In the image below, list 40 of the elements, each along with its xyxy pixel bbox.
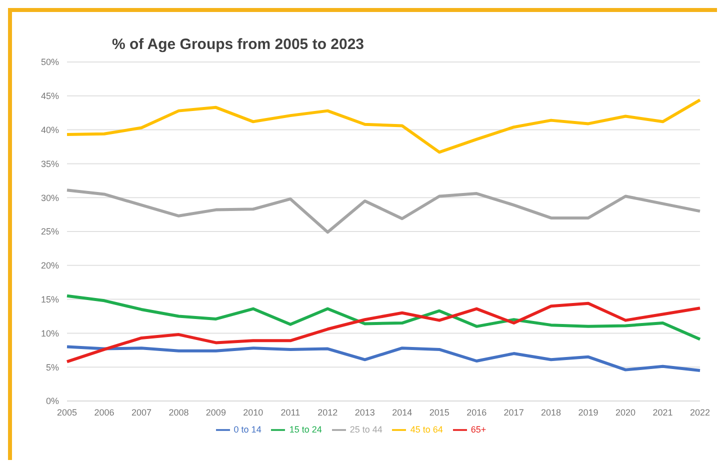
legend-label: 25 to 44	[350, 424, 382, 434]
x-tick-label: 2012	[318, 407, 338, 418]
x-tick-label: 2013	[354, 407, 375, 418]
line-series	[66, 294, 702, 341]
x-tick-label: 2016	[466, 407, 487, 418]
x-tick-label: 2010	[243, 407, 264, 418]
x-tick-label: 2014	[392, 407, 412, 418]
legend-label: 15 to 24	[289, 424, 322, 434]
x-tick-label: 2022	[690, 407, 710, 418]
x-tick-label: 2019	[578, 407, 598, 418]
y-tick-label: 45%	[40, 91, 59, 102]
x-tick-label: 2021	[652, 407, 673, 418]
x-tick-label: 2018	[541, 407, 562, 418]
legend-label: 65+	[470, 424, 486, 434]
x-tick-label: 2008	[168, 407, 189, 418]
x-tick-label: 2006	[94, 407, 114, 418]
y-tick-label: 0%	[46, 396, 59, 406]
x-tick-label: 2005	[56, 407, 78, 418]
x-tick-label: 2009	[206, 407, 226, 418]
x-tick-label: 2020	[616, 407, 636, 418]
x-tick-label: 2017	[504, 407, 524, 418]
line-series	[66, 345, 702, 372]
legend-label: 45 to 64	[410, 424, 443, 434]
y-tick-label: 25%	[40, 226, 59, 237]
x-tick-label: 2011	[280, 407, 300, 418]
line-series	[66, 188, 702, 234]
y-tick-label: 15%	[40, 294, 59, 304]
y-tick-label: 20%	[40, 260, 59, 271]
y-tick-label: 40%	[40, 124, 59, 135]
y-tick-label: 50%	[40, 57, 59, 68]
x-tick-label: 2007	[131, 407, 152, 418]
y-tick-label: 30%	[40, 192, 59, 203]
y-tick-label: 5%	[46, 362, 59, 372]
legend-label: 0 to 14	[234, 424, 262, 434]
chart-title: % of Age Groups from 2005 to 2023	[112, 36, 364, 53]
y-tick-label: 10%	[40, 328, 59, 338]
x-tick-label: 2015	[429, 407, 450, 418]
line-series	[66, 98, 702, 154]
line-series	[66, 302, 702, 364]
y-tick-label: 35%	[40, 158, 59, 169]
